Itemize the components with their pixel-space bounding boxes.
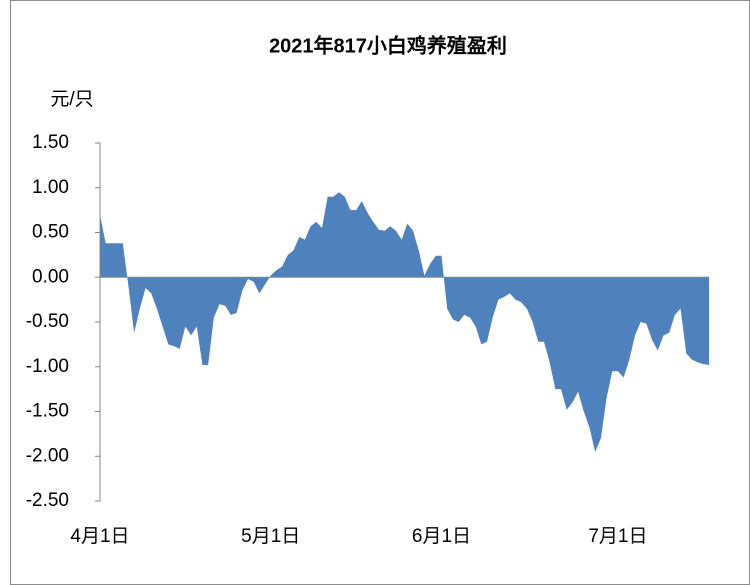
y-tick-label: 1.00 xyxy=(32,177,69,198)
x-tick-label: 4月1日 xyxy=(70,526,129,547)
y-tick-label: -1.50 xyxy=(26,401,69,422)
chart-title: 2021年817小白鸡养殖盈利 xyxy=(269,33,507,57)
y-tick-label: -2.00 xyxy=(26,445,69,466)
y-tick-label: 1.50 xyxy=(32,132,69,153)
y-axis-label: 元/只 xyxy=(50,89,93,110)
x-tick-label: 6月1日 xyxy=(412,526,471,547)
x-tick-label: 5月1日 xyxy=(241,526,300,547)
y-tick-label: -1.00 xyxy=(26,356,69,377)
y-tick-label: 0.00 xyxy=(32,266,69,287)
y-tick-label: -0.50 xyxy=(26,311,69,332)
y-tick-label: 0.50 xyxy=(32,222,69,243)
area xyxy=(100,192,709,452)
y-tick-label: -2.50 xyxy=(26,490,69,511)
x-tick-label: 7月1日 xyxy=(588,526,647,547)
